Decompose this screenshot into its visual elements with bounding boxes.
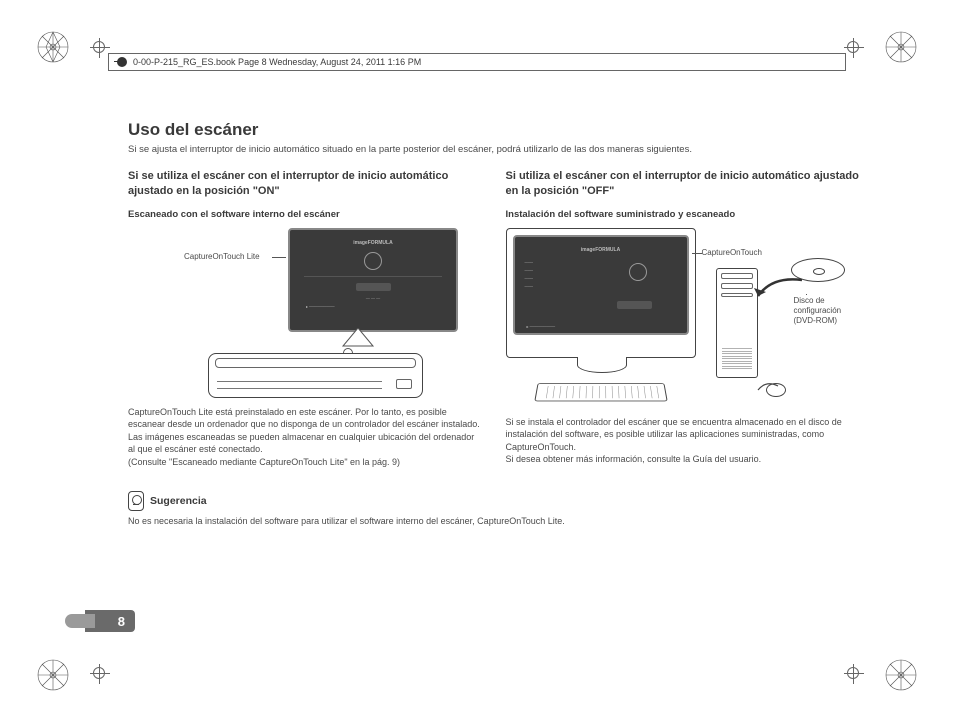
callout-line — [806, 294, 807, 295]
screen-brand: imageFORMULA — [525, 247, 677, 253]
software-screen: imageFORMULA ──────────── ▸ ───────── — [513, 235, 689, 335]
header-text: 0-00-P-215_RG_ES.book Page 8 Wednesday, … — [133, 57, 421, 67]
column-on: Si se utiliza el escáner con el interrup… — [128, 169, 482, 469]
intro-text: Si se ajusta el interruptor de inicio au… — [128, 144, 859, 155]
registration-mark-icon — [90, 664, 110, 684]
figure-off: imageFORMULA ──────────── ▸ ───────── Ca… — [506, 228, 860, 408]
print-header: 0-00-P-215_RG_ES.book Page 8 Wednesday, … — [108, 53, 846, 71]
off-subheading: Instalación del software suministrado y … — [506, 209, 860, 220]
column-off: Si utiliza el escáner con el interruptor… — [506, 169, 860, 469]
crop-mark-icon — [884, 30, 918, 64]
callout-label-cot: CaptureOnTouch — [702, 248, 762, 257]
registration-mark-icon — [844, 38, 864, 58]
on-body-2: (Consulte "Escaneado mediante CaptureOnT… — [128, 456, 482, 469]
registration-mark-icon — [90, 38, 110, 58]
page-number: 8 — [118, 614, 125, 629]
page-title: Uso del escáner — [128, 120, 859, 140]
screen-brand: imageFORMULA — [300, 240, 446, 246]
off-body-2: Si desea obtener más información, consul… — [506, 453, 860, 466]
software-screen: imageFORMULA — — — ▸ ───────── — [288, 228, 458, 332]
callout-label-lite: CaptureOnTouch Lite — [184, 252, 260, 261]
monitor-illustration: imageFORMULA ──────────── ▸ ───────── — [506, 228, 696, 358]
hint-label: Sugerencia — [150, 495, 207, 507]
hint-text: No es necesaria la instalación del softw… — [128, 515, 859, 528]
off-body-1: Si se instala el controlador del escáner… — [506, 416, 860, 454]
hint-section: Sugerencia — [128, 491, 859, 511]
page-number-tab: 8 — [85, 610, 135, 632]
on-subheading: Escaneado con el software interno del es… — [128, 209, 482, 220]
disc-label: Disco de configuración (DVD-ROM) — [794, 296, 864, 327]
figure-on: CaptureOnTouch Lite imageFORMULA — — — ▸… — [128, 228, 482, 398]
lightbulb-icon — [128, 491, 144, 511]
on-body-1: CaptureOnTouch Lite está preinstalado en… — [128, 406, 482, 456]
callout-line — [272, 257, 286, 258]
mouse-cable-icon — [756, 378, 786, 392]
on-heading: Si se utiliza el escáner con el interrup… — [128, 169, 482, 199]
registration-mark-icon — [844, 664, 864, 684]
crop-mark-icon — [884, 658, 918, 692]
header-bullet-icon — [117, 57, 127, 67]
scanner-illustration — [208, 353, 423, 398]
callout-line — [692, 253, 702, 254]
crop-mark-icon — [36, 658, 70, 692]
keyboard-illustration — [534, 383, 667, 401]
off-heading: Si utiliza el escáner con el interruptor… — [506, 169, 860, 199]
crop-mark-icon — [36, 30, 70, 64]
